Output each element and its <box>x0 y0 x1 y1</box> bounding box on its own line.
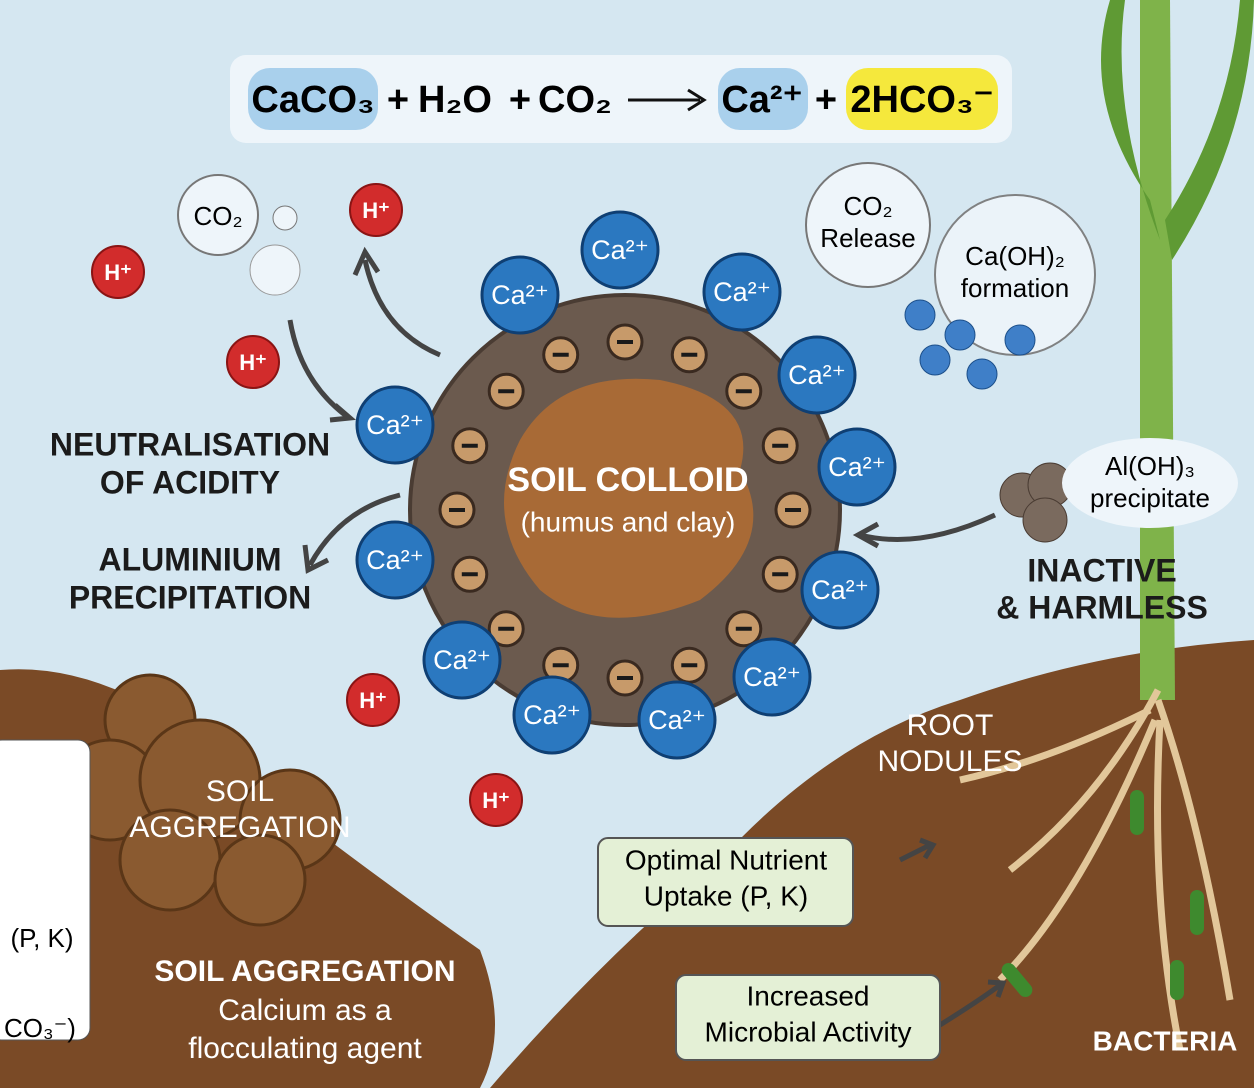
label: Calcium as a <box>218 994 392 1027</box>
ion-label: Ca²⁺ <box>713 277 771 307</box>
ion-label: Ca²⁺ <box>433 645 491 675</box>
colloid-subtitle: (humus and clay) <box>521 506 736 537</box>
ion-label: Ca²⁺ <box>366 545 424 575</box>
label: & HARMLESS <box>996 589 1208 625</box>
bubble-text: formation <box>961 273 1069 303</box>
label: NEUTRALISATION <box>50 426 330 462</box>
label: Uptake (P, K) <box>644 880 808 911</box>
bubble <box>250 245 300 295</box>
ion-label: Ca²⁺ <box>828 452 886 482</box>
ion-label: Ca²⁺ <box>648 705 706 735</box>
label: flocculating agent <box>188 1032 422 1065</box>
ion-label: Ca²⁺ <box>811 575 869 605</box>
equation-term: CaCO₃ <box>251 79 374 121</box>
equation-term: + <box>509 79 531 121</box>
label: PRECIPITATION <box>69 579 311 615</box>
cut-panel <box>0 740 90 1040</box>
label: ROOT <box>907 709 994 742</box>
ion-label: Ca²⁺ <box>366 410 424 440</box>
cut-text: (P, K) <box>10 923 73 953</box>
label: BACTERIA <box>1093 1025 1238 1056</box>
equation-term: 2HCO₃⁻ <box>850 79 993 121</box>
label: AGGREGATION <box>129 811 350 844</box>
colloid-title: SOIL COLLOID <box>507 461 748 499</box>
equation-term: + <box>815 79 837 121</box>
label: INACTIVE <box>1027 552 1176 588</box>
equation-term: + <box>387 79 409 121</box>
ion-label: Ca²⁺ <box>743 662 801 692</box>
label: ALUMINIUM <box>98 541 281 577</box>
label: precipitate <box>1090 483 1210 513</box>
ion-label: Ca²⁺ <box>491 280 549 310</box>
label: SOIL AGGREGATION <box>154 955 455 988</box>
equation-term: H₂O <box>418 79 492 121</box>
equation-term: Ca²⁺ <box>721 79 802 121</box>
page: (P, K) CO₃⁻) CaCO₃+H₂O+CO₂Ca²⁺+2HCO₃⁻ CO… <box>0 0 1254 1088</box>
bubble-text: CO₂ <box>843 191 892 221</box>
ion-label: Ca²⁺ <box>591 235 649 265</box>
bubble-text: CO₂ <box>193 201 242 231</box>
ion-label: H⁺ <box>362 198 390 223</box>
label: Al(OH)₃ <box>1105 451 1195 481</box>
ion-label: H⁺ <box>104 260 132 285</box>
ion-label: H⁺ <box>359 688 387 713</box>
ion-label: Ca²⁺ <box>523 700 581 730</box>
label: Increased <box>747 980 870 1011</box>
cut-text: CO₃⁻) <box>4 1013 76 1043</box>
ion-label: H⁺ <box>482 788 510 813</box>
equation-term: CO₂ <box>538 79 612 121</box>
label: OF ACIDITY <box>100 464 280 500</box>
label: SOIL <box>206 775 274 808</box>
ion-label: Ca²⁺ <box>788 360 846 390</box>
label: Optimal Nutrient <box>625 844 828 875</box>
bubble-text: Ca(OH)₂ <box>965 241 1065 271</box>
bubble-text: Release <box>820 223 915 253</box>
label: Microbial Activity <box>705 1016 912 1047</box>
ion-label: H⁺ <box>239 350 267 375</box>
bubble <box>273 206 297 230</box>
label: NODULES <box>877 745 1022 778</box>
diagram: (P, K) CO₃⁻) CaCO₃+H₂O+CO₂Ca²⁺+2HCO₃⁻ CO… <box>0 0 1254 1088</box>
